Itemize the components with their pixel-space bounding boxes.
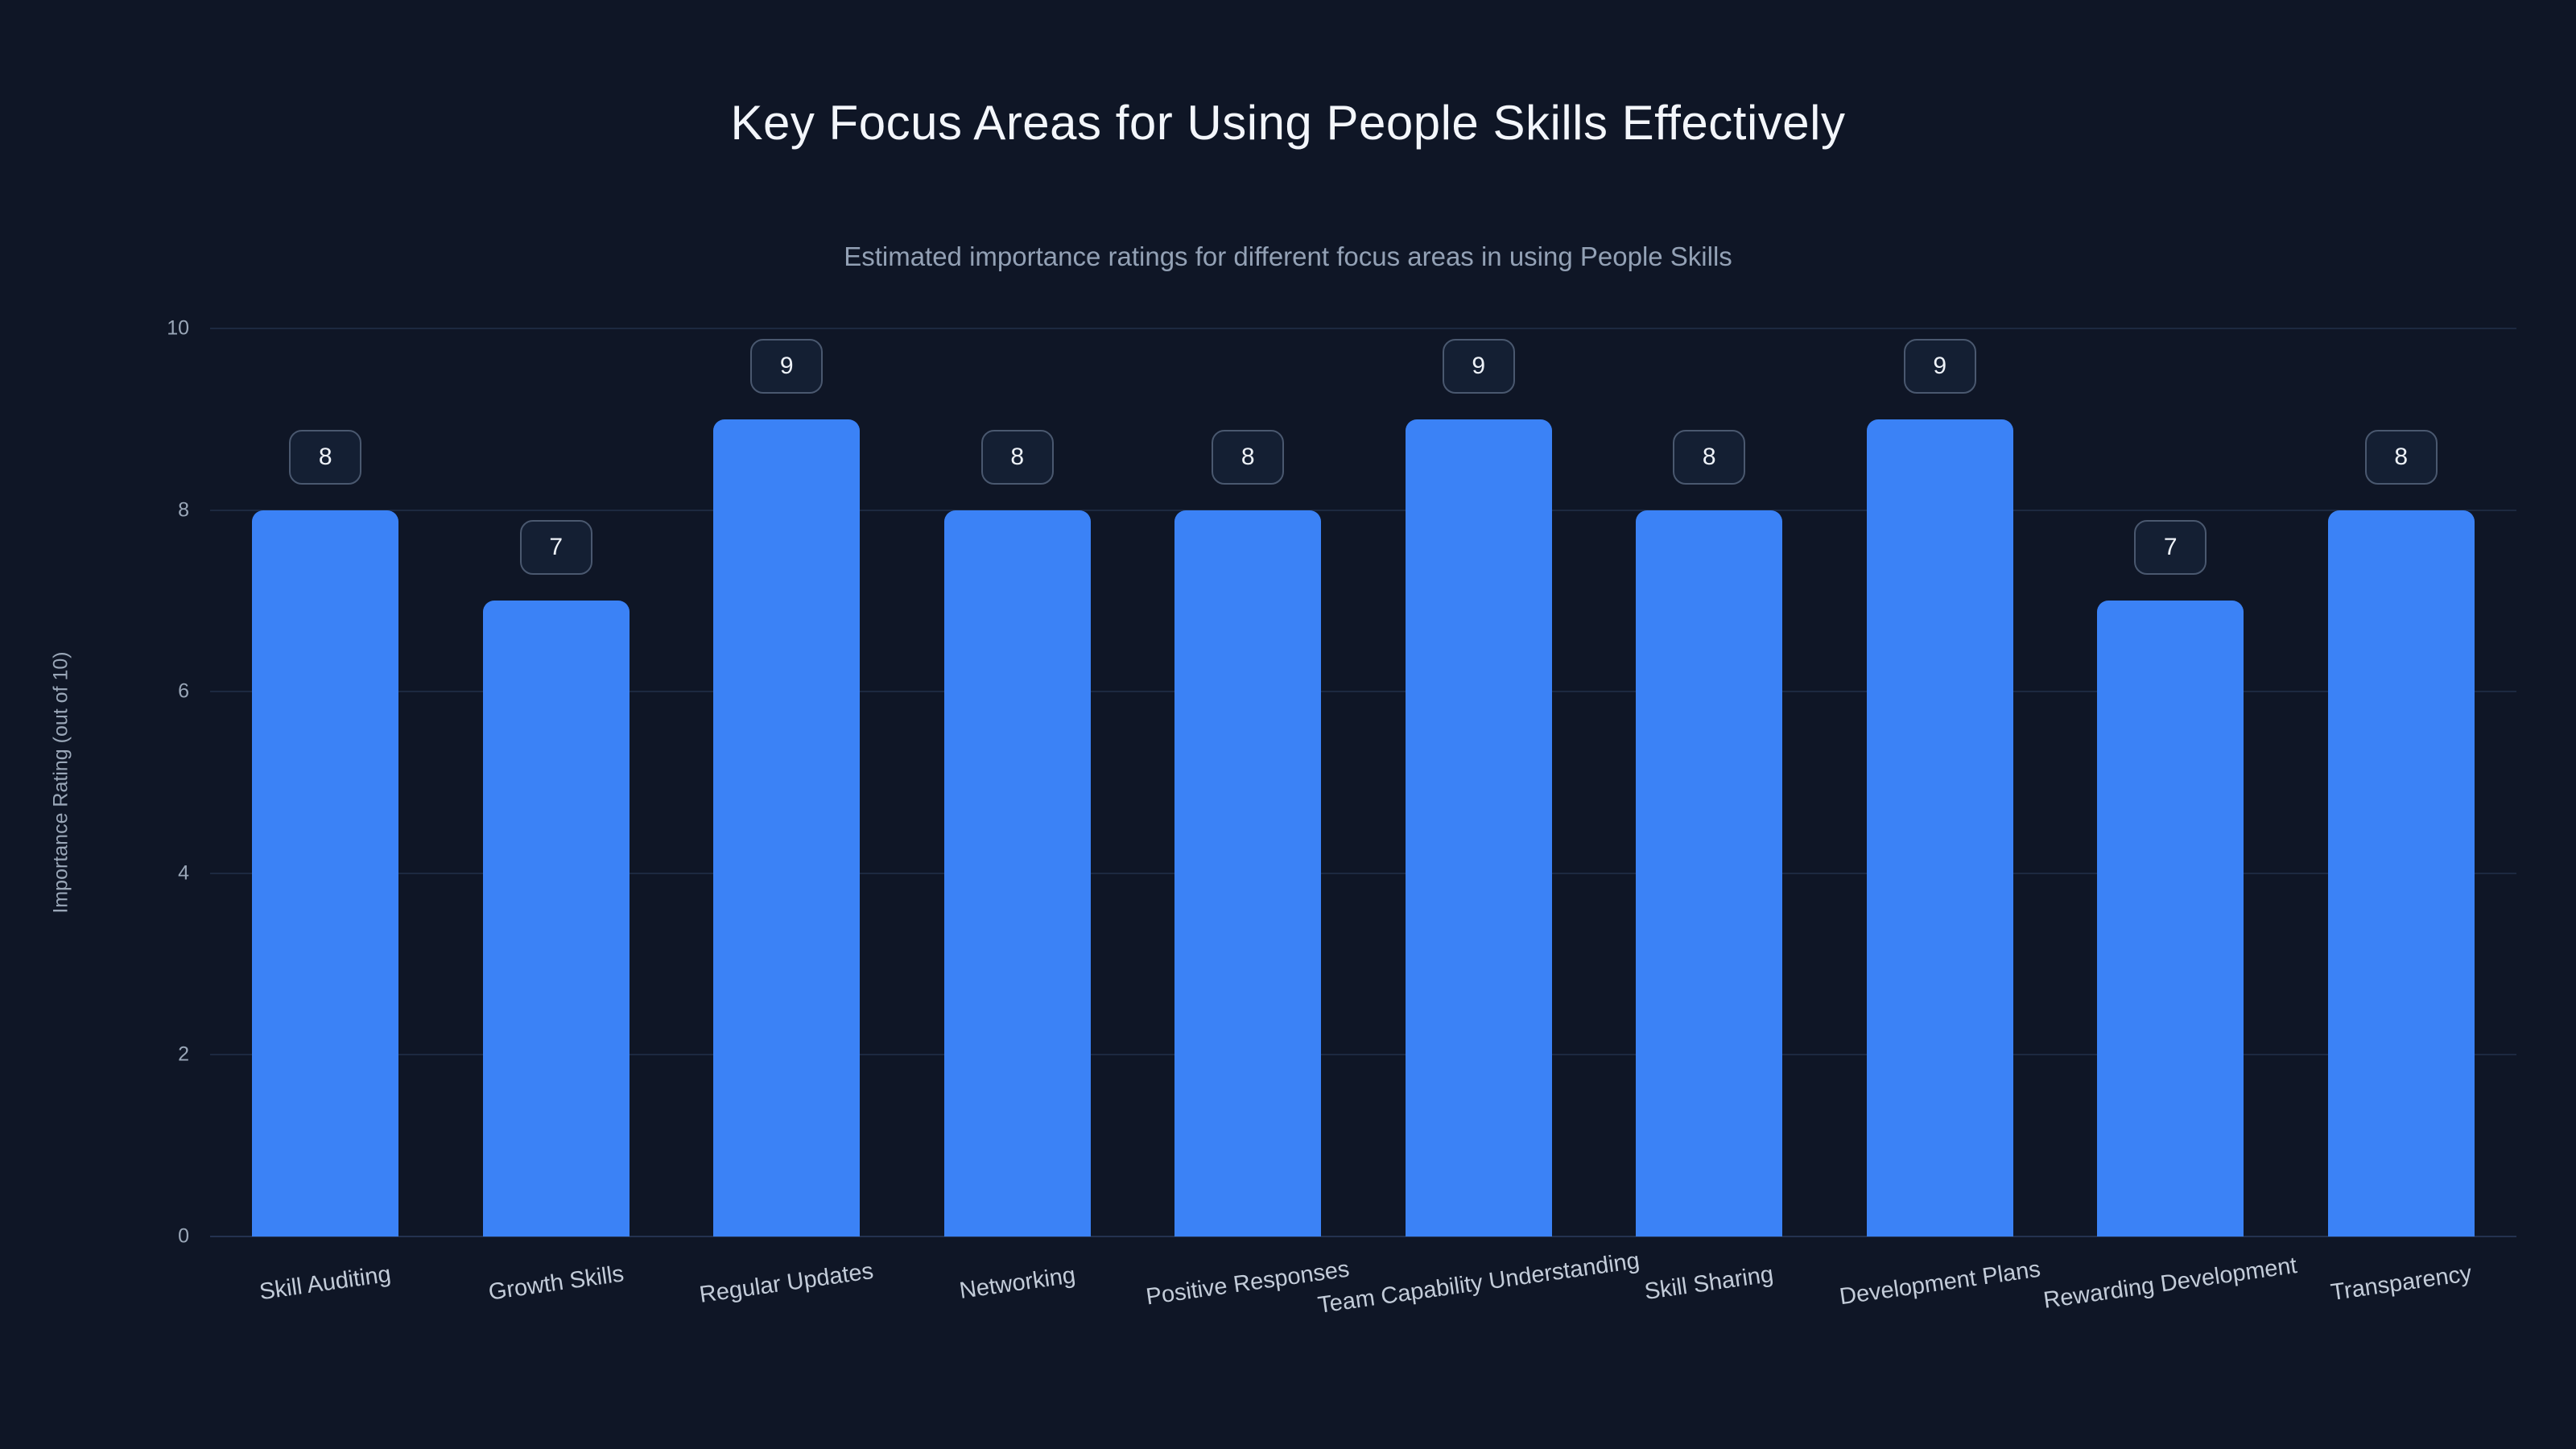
bar-cell: 7 Rewarding Development xyxy=(2042,328,2299,1314)
bar-cell: 9 Regular Updates xyxy=(671,328,902,1308)
chart-subtitle: Estimated importance ratings for differe… xyxy=(844,242,1732,271)
y-axis-tick-label: 0 xyxy=(178,1224,189,1248)
bar[interactable] xyxy=(1405,419,1552,1236)
chart-title: Key Focus Areas for Using People Skills … xyxy=(730,96,1846,150)
x-axis-label: Development Plans xyxy=(1837,1256,2042,1311)
x-axis-label: Team Capability Understanding xyxy=(1315,1248,1641,1319)
bar-cell: 8 Skill Auditing xyxy=(210,328,441,1305)
y-axis-tick-label: 2 xyxy=(178,1042,189,1066)
gridline xyxy=(210,872,2516,874)
x-axis-line xyxy=(210,1236,2516,1237)
value-badge: 8 xyxy=(289,429,362,485)
y-axis-tick-label: 4 xyxy=(178,861,189,885)
x-axis-label: Skill Auditing xyxy=(258,1261,393,1306)
y-axis-tick-label: 10 xyxy=(167,316,189,340)
x-axis-label: Rewarding Development xyxy=(2041,1253,2299,1314)
value-badge: 9 xyxy=(750,338,824,394)
bar-chart: Importance Rating (out of 10) 0 2 4 6 8 10 8 Sk… xyxy=(50,317,2517,1319)
gridline xyxy=(210,509,2516,511)
bar[interactable] xyxy=(943,510,1091,1236)
bar[interactable] xyxy=(1174,510,1322,1236)
bar[interactable] xyxy=(2327,510,2475,1236)
bars-row: 8 Skill Auditing 7 Growth Skills 9 Regular Up… xyxy=(210,328,2517,1319)
value-badge: 9 xyxy=(1442,338,1515,394)
bar-cell: 9 Development Plans xyxy=(1825,328,2056,1310)
value-badge: 8 xyxy=(1212,429,1285,485)
gridline xyxy=(210,328,2516,329)
x-axis-label: Regular Updates xyxy=(698,1258,876,1308)
x-axis-label: Networking xyxy=(957,1262,1077,1304)
bar-cell: 8 Positive Responses xyxy=(1133,328,1364,1311)
y-axis-title: Importance Rating (out of 10) xyxy=(49,651,72,914)
x-axis-label: Growth Skills xyxy=(486,1261,625,1306)
value-badge: 7 xyxy=(2134,520,2207,576)
bar-cell: 7 Growth Skills xyxy=(441,328,672,1306)
bar[interactable] xyxy=(482,601,630,1236)
bar-cell: 8 Networking xyxy=(902,328,1133,1304)
bar-cell: 9 Team Capability Understanding xyxy=(1316,328,1641,1319)
plot-area: 0 2 4 6 8 10 8 Skill Auditing 7 Growth Skills 9 Reg… xyxy=(167,317,2517,1319)
bar[interactable] xyxy=(1636,510,1783,1236)
value-badge: 8 xyxy=(980,429,1054,485)
gridline xyxy=(210,1054,2516,1056)
value-badge: 8 xyxy=(2364,429,2438,485)
bar[interactable] xyxy=(713,419,861,1236)
bar-cell: 8 Skill Sharing xyxy=(1594,328,1825,1305)
x-axis-label: Transparency xyxy=(2329,1260,2474,1307)
bar[interactable] xyxy=(2097,601,2244,1236)
y-axis-tick-label: 6 xyxy=(178,679,189,703)
bar[interactable] xyxy=(1866,419,2013,1236)
bar[interactable] xyxy=(252,510,399,1236)
gridline xyxy=(210,691,2516,693)
value-badge: 9 xyxy=(1903,338,1976,394)
value-badge: 7 xyxy=(519,520,592,576)
x-axis-label: Skill Sharing xyxy=(1643,1261,1776,1306)
y-axis-tick-label: 8 xyxy=(178,498,189,522)
bar-cell: 8 Transparency xyxy=(2286,328,2517,1306)
value-badge: 8 xyxy=(1673,429,1746,485)
